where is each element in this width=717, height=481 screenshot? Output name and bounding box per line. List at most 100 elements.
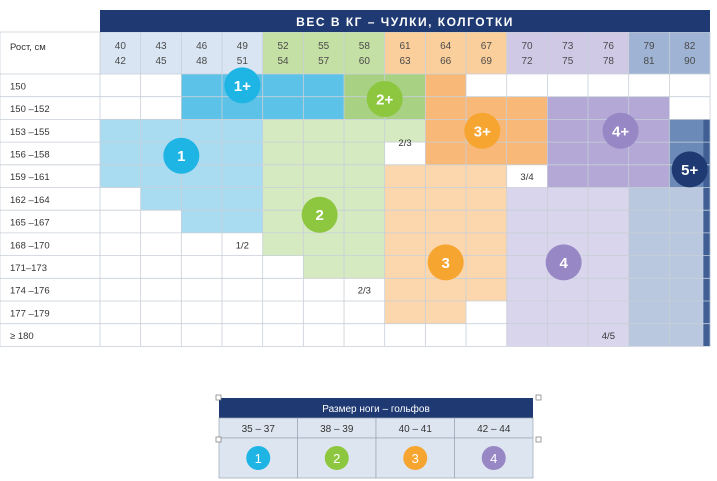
size-cell: [262, 278, 304, 301]
size-cell: [425, 74, 467, 97]
size-cell: [100, 323, 141, 347]
size-cell: [303, 119, 345, 143]
height-range-label: 174 –176: [10, 286, 50, 297]
shoe-table-title-bar: [219, 398, 533, 418]
weight-range-min: 61: [399, 41, 411, 52]
size-cell: [506, 278, 548, 301]
weight-header-cell: [588, 32, 629, 74]
weight-range-min: 43: [155, 41, 167, 52]
weight-range-min: 58: [359, 41, 371, 52]
size-badge-label: 3: [442, 255, 450, 272]
size-cell: [100, 210, 141, 233]
size-cell: [547, 301, 589, 324]
weight-range-max: 69: [481, 56, 493, 67]
weight-header-cell: [140, 32, 182, 74]
shoe-size-badge: [481, 446, 506, 470]
size-cell: [425, 210, 467, 233]
size-cell: [100, 301, 141, 324]
size-cell: [344, 210, 385, 233]
size-badge-label: 4: [559, 255, 568, 272]
size-badge-s1: [163, 137, 200, 174]
shoe-size-label: 42 – 44: [477, 424, 511, 435]
height-range-label: ≥ 180: [10, 331, 34, 342]
weight-range-max: 42: [115, 56, 127, 67]
selection-handle[interactable]: [535, 394, 542, 401]
shoe-size-label: 40 – 41: [399, 424, 433, 435]
weight-range-min: 73: [562, 41, 574, 52]
size-cell: [506, 96, 548, 120]
size-cell: [425, 301, 467, 324]
size-cell: [100, 232, 141, 256]
size-cell: [344, 187, 385, 211]
height-range-label: 156 –158: [10, 149, 50, 160]
weight-range-min: 82: [684, 41, 696, 52]
size-cell: [262, 232, 304, 256]
size-cell: [669, 278, 711, 301]
weight-header-cell: [669, 32, 711, 74]
height-label-cell: [0, 210, 100, 233]
size-cell: [669, 210, 711, 233]
height-header: Рост, см: [10, 42, 46, 53]
size-cell: [140, 96, 182, 120]
size-cell: [547, 164, 589, 188]
height-label-cell: [0, 255, 100, 279]
size-cell: [466, 278, 507, 301]
size-cell: [588, 164, 629, 188]
size-cell: [100, 255, 141, 279]
size-cell: [140, 119, 182, 143]
size-cell: [506, 164, 548, 188]
shoe-size-badge: [324, 446, 349, 470]
size-cell: [100, 187, 141, 211]
size-cell: [222, 187, 263, 211]
size-cell: [222, 278, 263, 301]
size-cell: [588, 210, 629, 233]
selection-handle[interactable]: [215, 436, 222, 443]
size-cell: [466, 96, 507, 120]
weight-header-cell: [628, 32, 670, 74]
size-cell: [547, 96, 589, 120]
size-badge-label: 4+: [612, 123, 629, 140]
selection-handle[interactable]: [215, 394, 222, 401]
size-cell: [140, 74, 182, 97]
size-cell: [547, 187, 589, 211]
height-label-cell: [0, 187, 100, 211]
weight-range-max: 78: [603, 56, 615, 67]
size-cell: [384, 323, 426, 347]
size-cell: [140, 301, 182, 324]
size-cell: [466, 210, 507, 233]
weight-range-min: 40: [115, 41, 127, 52]
size-badge-s2: [301, 196, 338, 233]
size-cell: [140, 232, 182, 256]
size-cell: [303, 74, 345, 97]
size-cell: [588, 232, 629, 256]
size-cell: [384, 119, 426, 143]
size-cell: [588, 278, 629, 301]
height-range-label: 171–173: [10, 263, 47, 274]
size-cell: [506, 119, 548, 143]
selection-handle[interactable]: [535, 436, 542, 443]
size-cell: [344, 323, 385, 347]
size-cell: [262, 255, 304, 279]
size-cell: [628, 210, 670, 233]
size-cell: [466, 255, 507, 279]
size-cell: [466, 323, 507, 347]
size-cell: [262, 119, 304, 143]
size-cell: [181, 74, 223, 97]
size-cell: [425, 119, 467, 143]
size-cell: [222, 301, 263, 324]
size-cell: [222, 323, 263, 347]
size-cell: [384, 278, 426, 301]
height-range-label: 153 –155: [10, 127, 50, 138]
size-badge-label: 3+: [474, 123, 491, 140]
size-cell: [222, 232, 263, 256]
height-label-cell: [0, 96, 100, 120]
size-cell: [100, 278, 141, 301]
size-cell: [506, 142, 548, 165]
shoe-size-badge: [403, 446, 428, 470]
weight-header-cell: [100, 32, 141, 74]
size-cell: [100, 119, 141, 143]
size-cell: [466, 74, 507, 97]
size-cell: [628, 278, 670, 301]
size-cell: [628, 187, 670, 211]
